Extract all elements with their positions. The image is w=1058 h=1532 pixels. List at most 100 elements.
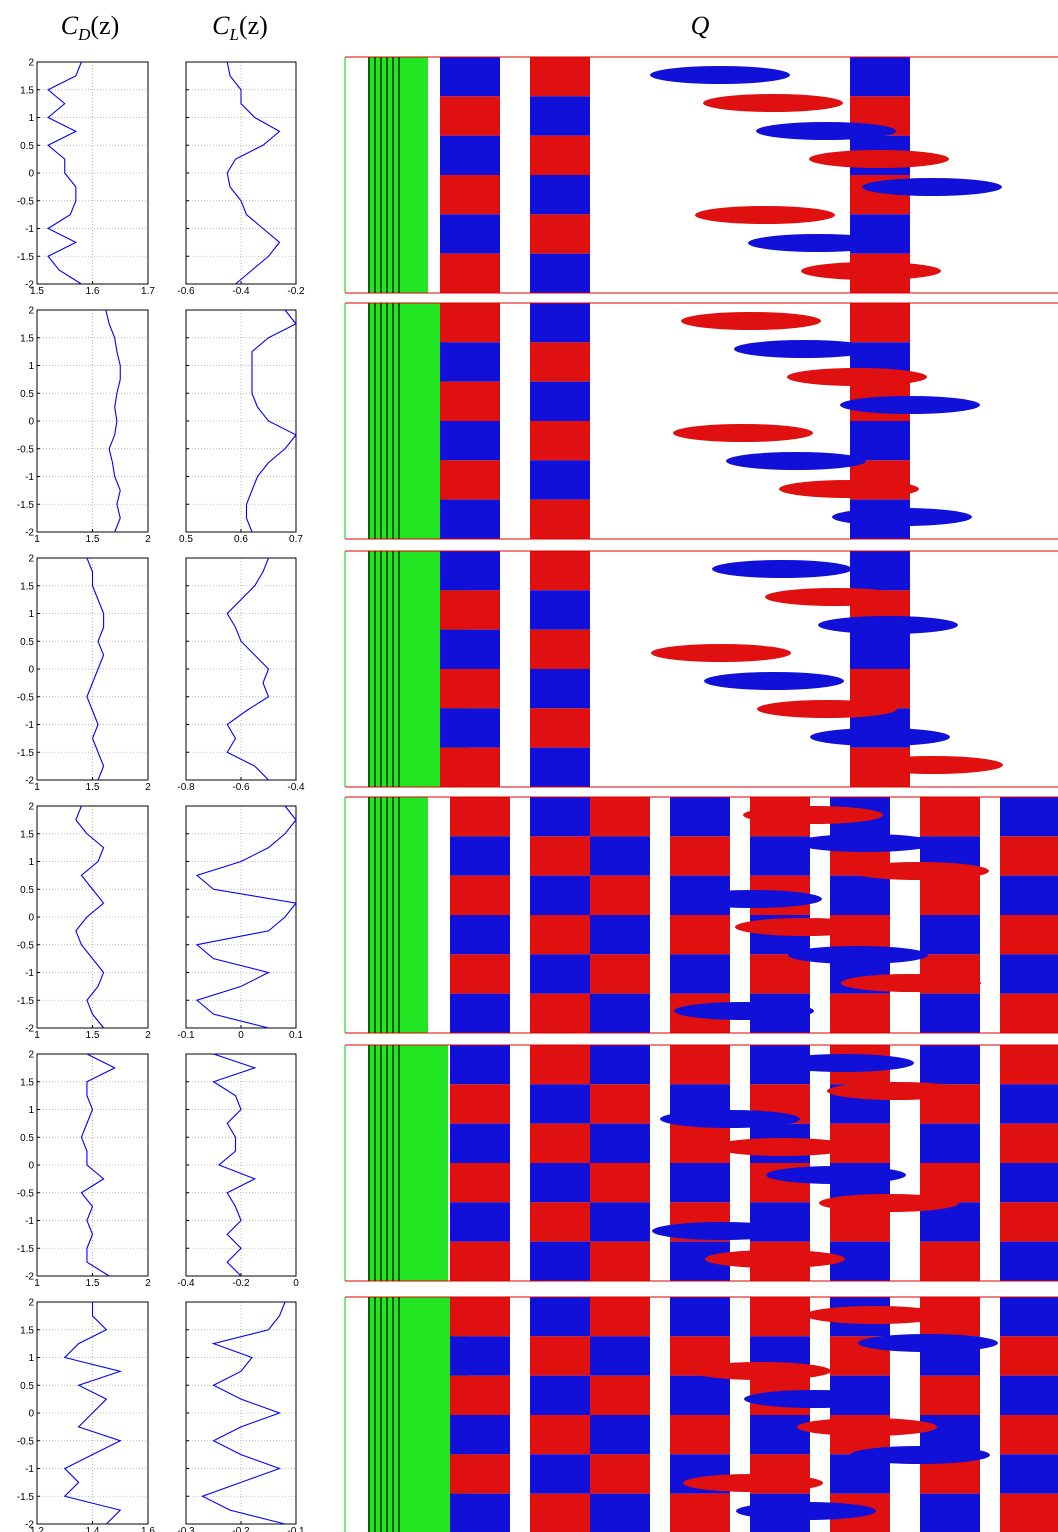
x-tick-label: 1.2 (30, 1526, 44, 1532)
y-tick-label: 1 (28, 1353, 34, 1364)
q-block (670, 836, 730, 876)
q-vortex (736, 1502, 876, 1520)
data-line (226, 61, 281, 285)
q-vortex (819, 1194, 959, 1212)
q-vortex (796, 834, 936, 852)
q-block (450, 993, 510, 1033)
q-block (450, 1454, 510, 1494)
q-block (850, 551, 910, 591)
x-tick-label: -0.6 (177, 286, 195, 297)
q-block (530, 708, 590, 748)
axes-frame (185, 309, 297, 533)
q-block (1000, 1241, 1058, 1281)
q-block (530, 57, 590, 97)
x-tick-label: 1.6 (141, 1526, 155, 1532)
y-tick-label: 2 (28, 306, 34, 317)
q-vortex (801, 262, 941, 280)
q-block (450, 1163, 510, 1203)
q-block (450, 1202, 510, 1242)
q-stripe (398, 797, 400, 1033)
q-block (450, 915, 510, 955)
q-block (590, 1241, 650, 1281)
q-stripe (392, 303, 394, 539)
q-block (1000, 954, 1058, 994)
x-tick-label: -0.4 (287, 782, 305, 793)
q-block (450, 1493, 510, 1532)
q-stripe (368, 797, 370, 1033)
axes-frame (36, 805, 149, 1029)
x-tick-label: -0.2 (287, 286, 305, 297)
q-block (530, 1336, 590, 1376)
q-stripe (386, 797, 388, 1033)
q-panel (344, 56, 1058, 294)
q-block (750, 954, 810, 994)
q-block (670, 1415, 730, 1455)
q-vortex (673, 424, 813, 442)
q-block (530, 669, 590, 709)
q-block (1000, 1336, 1058, 1376)
y-tick-label: 0 (28, 417, 34, 428)
q-stripe (380, 303, 382, 539)
axes-frame (185, 557, 297, 781)
y-tick-label: -0.5 (17, 444, 35, 455)
q-block (530, 253, 590, 293)
q-block (1000, 797, 1058, 837)
x-tick-label: -0.4 (177, 1278, 195, 1289)
column-title: CL(z) (212, 11, 268, 44)
axes-frame (185, 805, 297, 1029)
q-stripe (374, 551, 376, 787)
y-tick-label: 1 (28, 609, 34, 620)
x-tick-label: 1 (34, 1030, 40, 1041)
q-vortex (850, 1446, 990, 1464)
q-block (670, 915, 730, 955)
x-tick-label: 1.5 (86, 534, 100, 545)
subscript: L (229, 25, 239, 44)
q-block (590, 875, 650, 915)
q-block (590, 1045, 650, 1085)
x-tick-label: 0 (293, 1278, 299, 1289)
symbol: C (212, 11, 230, 40)
symbol: C (61, 11, 79, 40)
y-tick-label: 0 (28, 1161, 34, 1172)
q-vortex (713, 1138, 853, 1156)
q-block (450, 1241, 510, 1281)
q-block (530, 629, 590, 669)
y-tick-label: 0.5 (20, 637, 34, 648)
q-vortex (734, 340, 874, 358)
q-block (440, 96, 500, 136)
q-vortex (774, 1054, 914, 1072)
q-block (920, 1493, 980, 1532)
y-tick-label: 0.5 (20, 1133, 34, 1144)
q-block (530, 1241, 590, 1281)
y-tick-label: -2 (25, 280, 34, 291)
x-tick-label: 0.7 (289, 534, 303, 545)
q-block (530, 954, 590, 994)
q-vortex (810, 728, 950, 746)
y-tick-label: 0 (28, 169, 34, 180)
q-vortex (704, 672, 844, 690)
q-stripe (380, 551, 382, 787)
data-line (226, 557, 270, 781)
q-block (530, 499, 590, 539)
q-block (920, 875, 980, 915)
argument: (z) (239, 11, 268, 40)
q-stripe (368, 1045, 370, 1281)
q-block (530, 1202, 590, 1242)
q-block (530, 1045, 590, 1085)
q-vortex (756, 122, 896, 140)
q-vortex (840, 396, 980, 414)
q-stripe (392, 797, 394, 1033)
y-tick-label: 0 (28, 1409, 34, 1420)
x-tick-label: 1.5 (86, 1030, 100, 1041)
q-block (590, 836, 650, 876)
q-block (450, 1415, 510, 1455)
x-tick-label: -0.4 (232, 286, 250, 297)
q-block (530, 1415, 590, 1455)
y-tick-label: 0 (28, 665, 34, 676)
q-vortex (849, 862, 989, 880)
q-block (1000, 1045, 1058, 1085)
y-tick-label: -1 (25, 1464, 34, 1475)
q-panel (344, 302, 1058, 540)
y-tick-label: 0.5 (20, 885, 34, 896)
q-block (530, 421, 590, 461)
